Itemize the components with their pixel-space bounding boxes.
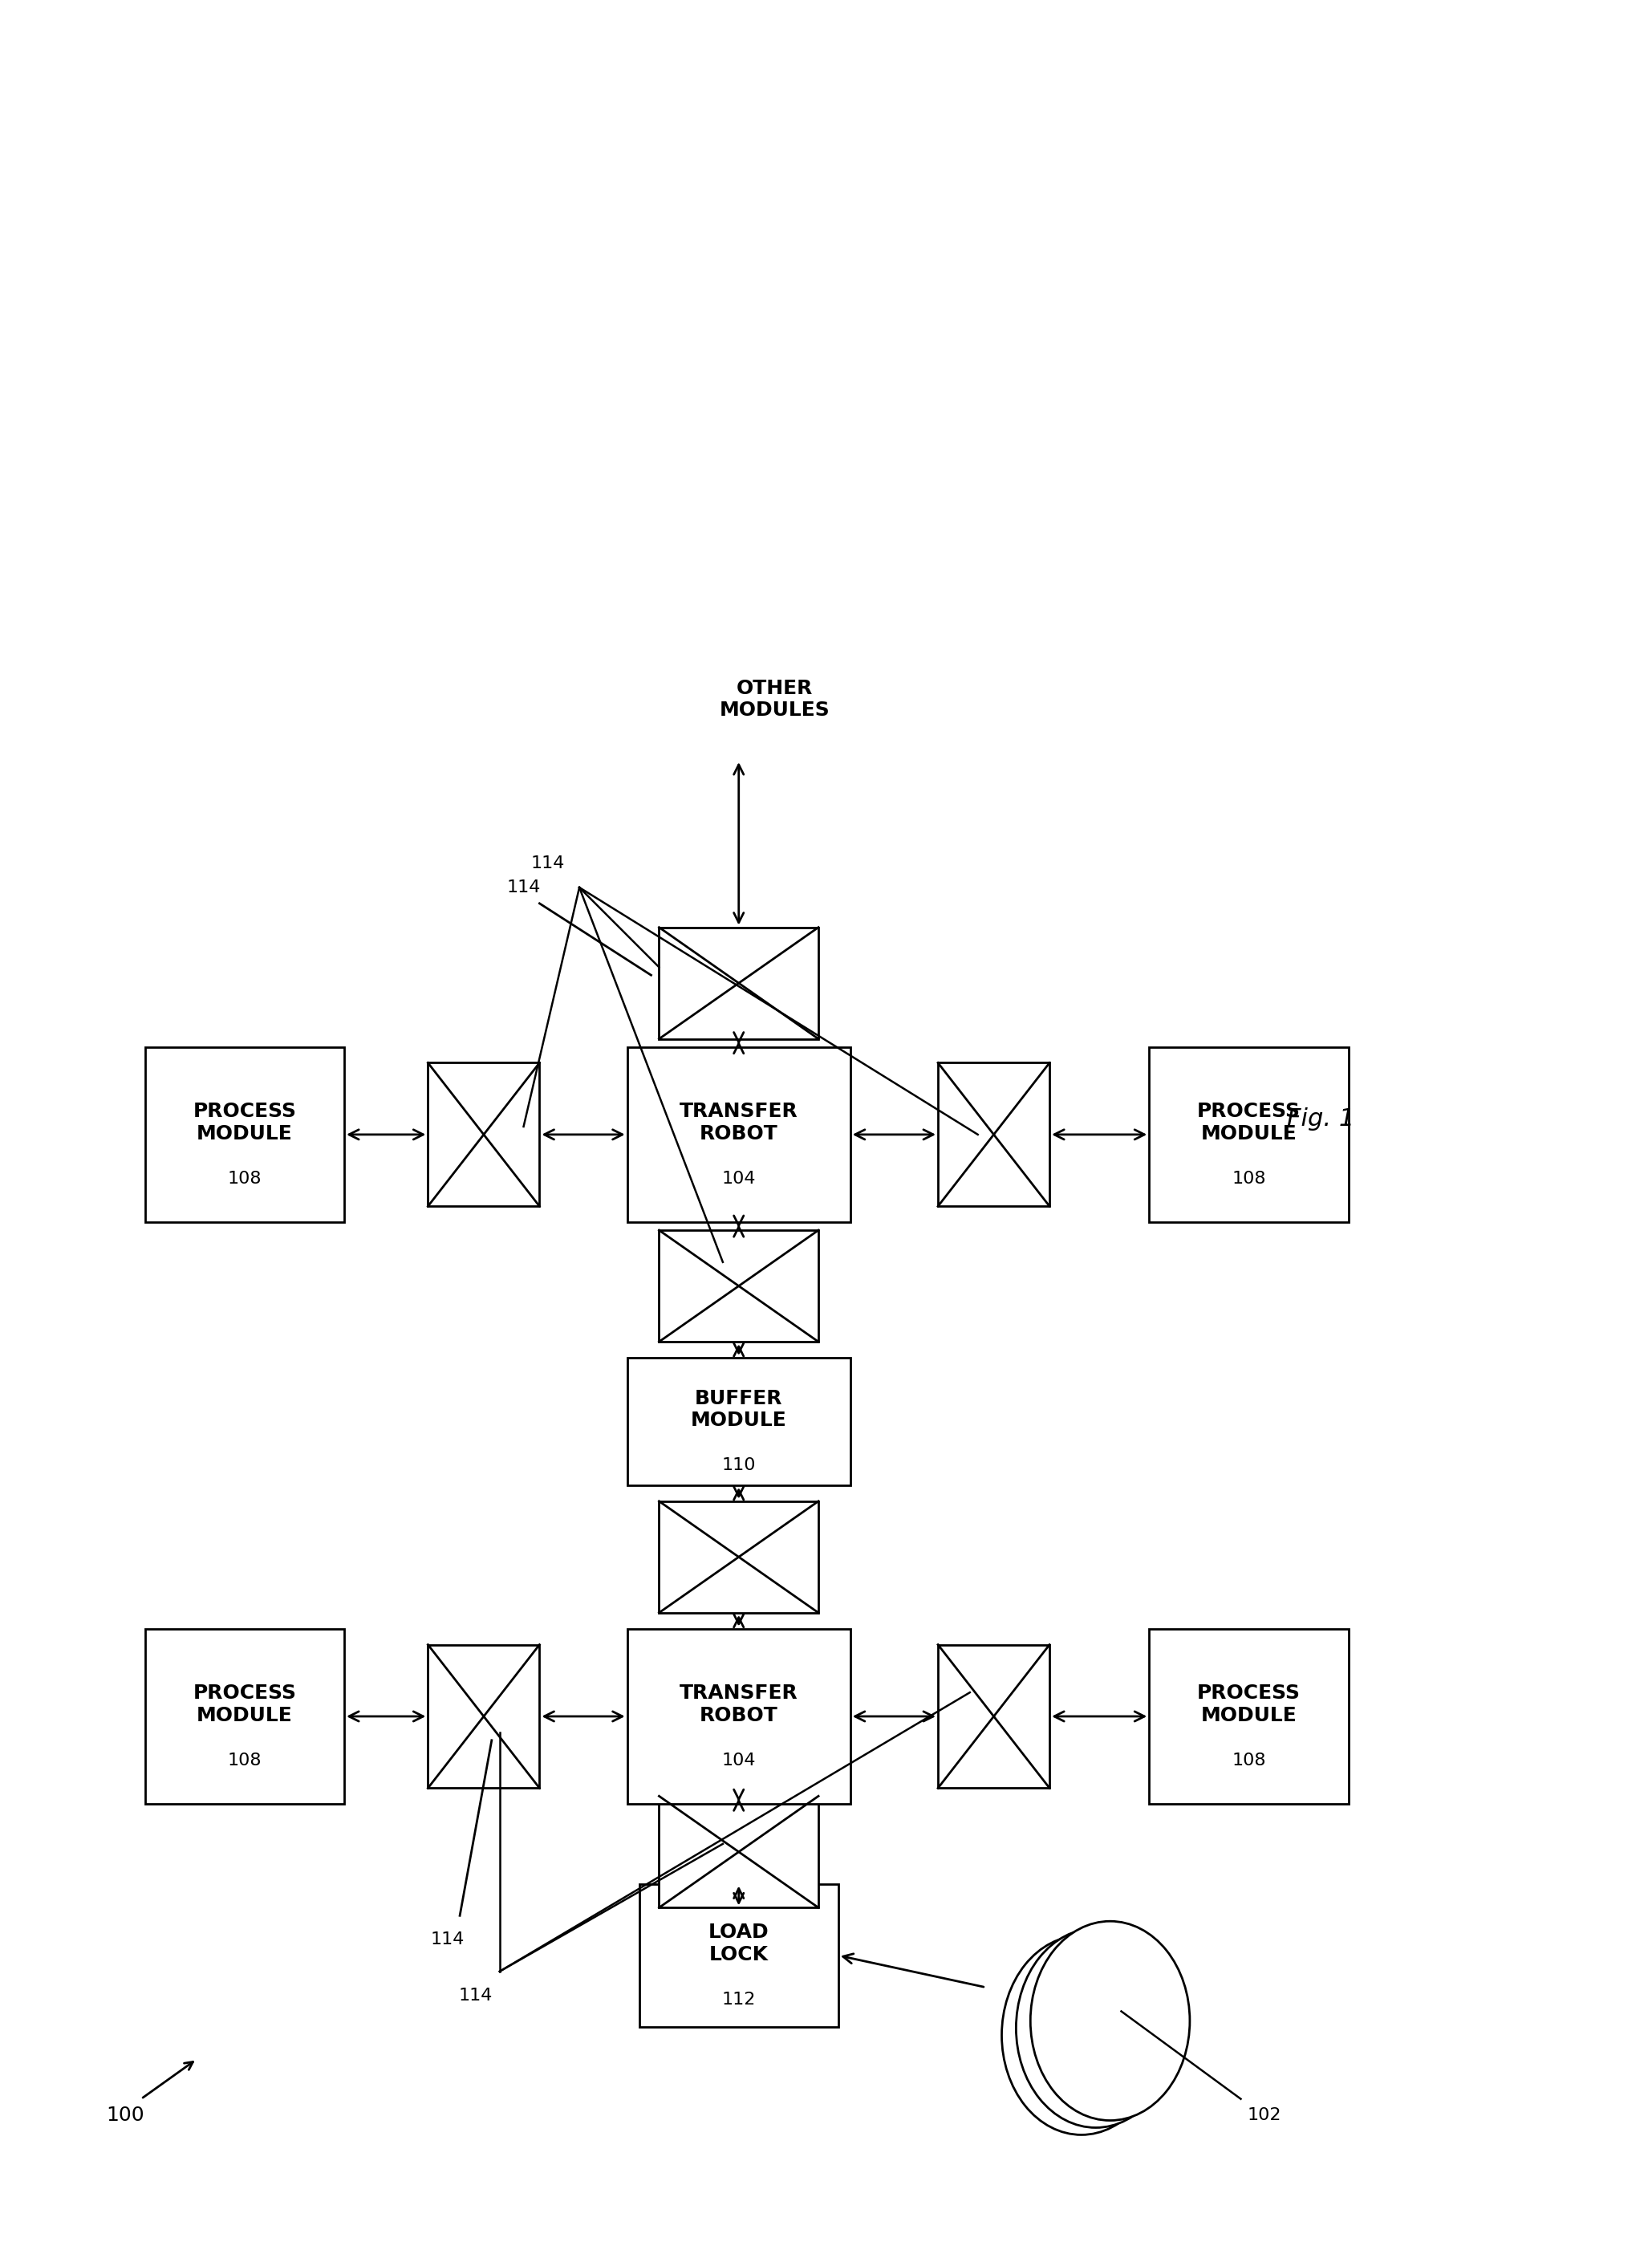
Ellipse shape bbox=[1016, 1928, 1176, 2128]
Text: 114: 114 bbox=[431, 1933, 464, 1948]
FancyBboxPatch shape bbox=[639, 1883, 838, 2027]
Text: 108: 108 bbox=[1232, 1753, 1265, 1769]
Text: 108: 108 bbox=[228, 1170, 261, 1186]
Text: 110: 110 bbox=[722, 1457, 755, 1473]
FancyBboxPatch shape bbox=[145, 1628, 344, 1805]
FancyBboxPatch shape bbox=[428, 1063, 540, 1206]
Text: 104: 104 bbox=[722, 1753, 755, 1769]
Text: 102: 102 bbox=[1247, 2107, 1282, 2123]
Ellipse shape bbox=[1001, 1935, 1161, 2134]
Text: 108: 108 bbox=[228, 1753, 261, 1769]
FancyBboxPatch shape bbox=[628, 1628, 851, 1805]
Text: BUFFER
MODULE: BUFFER MODULE bbox=[691, 1388, 786, 1430]
FancyBboxPatch shape bbox=[938, 1646, 1049, 1789]
FancyBboxPatch shape bbox=[628, 1047, 851, 1222]
FancyBboxPatch shape bbox=[659, 1796, 818, 1908]
Text: 112: 112 bbox=[722, 1991, 755, 2007]
FancyBboxPatch shape bbox=[1150, 1628, 1348, 1805]
Text: PROCESS
MODULE: PROCESS MODULE bbox=[1198, 1684, 1300, 1724]
Text: 114: 114 bbox=[459, 1986, 492, 2004]
Text: 104: 104 bbox=[722, 1170, 755, 1186]
FancyBboxPatch shape bbox=[145, 1047, 344, 1222]
Text: Fig. 1: Fig. 1 bbox=[1287, 1108, 1355, 1130]
FancyBboxPatch shape bbox=[938, 1063, 1049, 1206]
FancyBboxPatch shape bbox=[628, 1359, 851, 1484]
Text: PROCESS
MODULE: PROCESS MODULE bbox=[1198, 1101, 1300, 1143]
FancyBboxPatch shape bbox=[659, 928, 818, 1038]
Ellipse shape bbox=[1031, 1921, 1189, 2121]
Text: TRANSFER
ROBOT: TRANSFER ROBOT bbox=[679, 1101, 798, 1143]
FancyBboxPatch shape bbox=[659, 1502, 818, 1612]
Text: TRANSFER
ROBOT: TRANSFER ROBOT bbox=[679, 1684, 798, 1724]
FancyBboxPatch shape bbox=[659, 1231, 818, 1341]
Text: 100: 100 bbox=[106, 2105, 144, 2125]
FancyBboxPatch shape bbox=[1150, 1047, 1348, 1222]
Text: 108: 108 bbox=[1232, 1170, 1265, 1186]
Text: 114: 114 bbox=[530, 856, 565, 872]
Text: 114: 114 bbox=[507, 879, 540, 895]
Text: OTHER
MODULES: OTHER MODULES bbox=[719, 679, 829, 720]
Text: PROCESS
MODULE: PROCESS MODULE bbox=[193, 1684, 296, 1724]
Text: LOAD
LOCK: LOAD LOCK bbox=[709, 1924, 770, 1964]
Text: PROCESS
MODULE: PROCESS MODULE bbox=[193, 1101, 296, 1143]
FancyBboxPatch shape bbox=[428, 1646, 540, 1789]
